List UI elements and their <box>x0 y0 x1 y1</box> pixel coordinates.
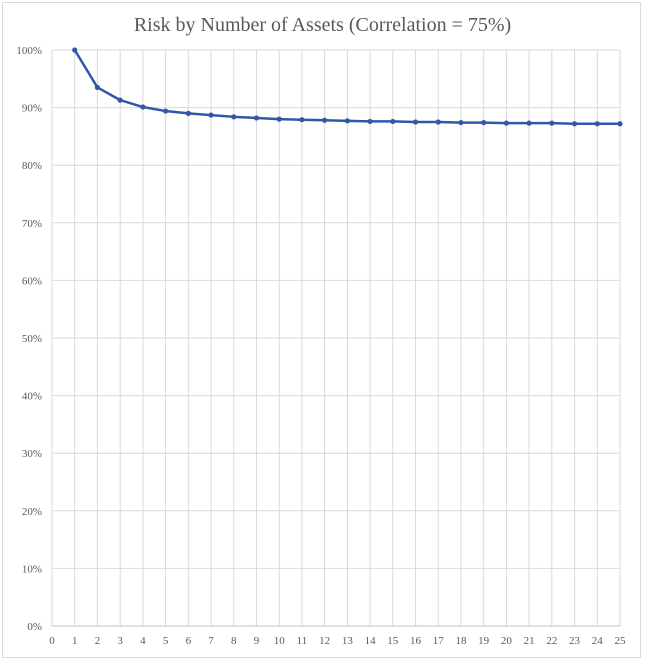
data-point <box>503 120 509 126</box>
x-tick-label: 4 <box>140 635 146 647</box>
x-tick-label: 21 <box>524 635 535 647</box>
data-point <box>72 47 78 53</box>
data-point <box>231 114 237 120</box>
data-point <box>185 110 191 116</box>
data-point <box>208 112 214 118</box>
x-tick-label: 9 <box>254 635 260 647</box>
x-tick-label: 0 <box>49 635 55 647</box>
x-tick-label: 18 <box>455 635 467 647</box>
y-tick-label: 10% <box>22 563 42 575</box>
y-tick-label: 50% <box>22 333 42 345</box>
data-point <box>617 121 623 127</box>
data-point <box>276 116 282 122</box>
x-tick-label: 7 <box>208 635 214 647</box>
data-point <box>571 121 578 127</box>
axis-lines <box>51 50 620 627</box>
data-point <box>322 117 328 123</box>
x-tick-label: 15 <box>387 635 399 647</box>
data-point <box>594 121 600 127</box>
data-point <box>253 115 260 121</box>
x-tick-label: 23 <box>569 635 581 647</box>
x-tick-label: 10 <box>274 635 286 647</box>
data-point <box>344 118 350 124</box>
data-point <box>526 120 532 126</box>
x-tick-label: 25 <box>615 635 627 647</box>
y-tick-label: 60% <box>22 275 42 287</box>
x-tick-label: 8 <box>231 635 237 647</box>
x-tick-label: 16 <box>410 635 422 647</box>
data-point <box>299 117 305 123</box>
x-tick-label: 6 <box>186 635 192 647</box>
x-tick-label: 17 <box>433 635 445 647</box>
data-point <box>412 119 419 125</box>
grid-lines <box>52 49 621 626</box>
data-point <box>140 104 146 110</box>
data-point <box>481 119 487 126</box>
data-point <box>435 119 441 125</box>
y-tick-label: 90% <box>22 103 42 115</box>
y-tick-label: 20% <box>22 506 42 518</box>
y-tick-label: 100% <box>16 45 42 57</box>
data-point <box>549 120 555 126</box>
series-group <box>72 47 623 127</box>
data-point <box>94 84 101 91</box>
y-tick-labels: 0% 10% 20% 30% 40% 50% 60% 70% 80% 90% 100% <box>16 45 42 633</box>
data-point <box>163 108 169 114</box>
x-tick-label: 19 <box>478 635 490 647</box>
x-tick-label: 13 <box>342 635 354 647</box>
x-tick-label: 12 <box>319 635 330 647</box>
x-tick-label: 5 <box>163 635 169 647</box>
x-tick-label: 24 <box>592 635 604 647</box>
data-point <box>367 118 373 125</box>
chart-title: Risk by Number of Assets (Correlation = … <box>133 14 512 36</box>
y-tick-label: 0% <box>27 621 42 633</box>
y-tick-label: 70% <box>22 218 42 230</box>
y-tick-label: 80% <box>22 160 42 172</box>
x-tick-label: 1 <box>72 635 78 647</box>
data-point <box>117 97 123 103</box>
y-tick-label: 30% <box>22 448 42 460</box>
x-tick-label: 11 <box>297 635 308 647</box>
x-tick-label: 20 <box>501 635 513 647</box>
x-tick-label: 14 <box>365 635 377 647</box>
x-tick-labels: 0 1 2 3 4 5 6 7 8 9 10 11 12 13 14 15 16 17 18 19 20 21 22 23 24… <box>49 635 626 647</box>
x-tick-label: 22 <box>546 635 557 647</box>
x-tick-label: 3 <box>117 635 123 647</box>
data-point <box>390 118 396 125</box>
y-tick-label: 40% <box>22 391 42 403</box>
data-point <box>458 119 464 126</box>
x-tick-label: 2 <box>95 635 101 647</box>
